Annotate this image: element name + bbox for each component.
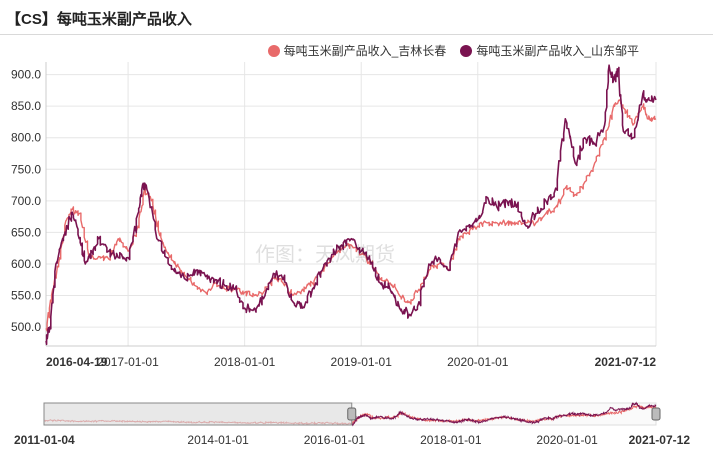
legend-label-jilin: 每吨玉米副产品收入_吉林长春	[283, 44, 447, 58]
legend-item-jilin[interactable]: 每吨玉米副产品收入_吉林长春	[267, 42, 447, 59]
legend-label-shandong: 每吨玉米副产品收入_山东邹平	[476, 44, 639, 58]
x-tick-label: 2017-01-01	[97, 355, 159, 369]
x-tick-label: 2020-01-01	[447, 355, 509, 369]
navigator-tick-label: 2020-01-01	[536, 433, 598, 447]
legend-item-shandong[interactable]: 每吨玉米副产品收入_山东邹平	[460, 42, 639, 59]
navigator-tick-label: 2021-07-12	[629, 433, 691, 447]
series-line-shandong	[45, 64, 657, 346]
y-tick-label: 500.0	[11, 320, 41, 334]
navigator-tick-label: 2016-01-01	[304, 433, 366, 447]
chart-title: 【CS】每吨玉米副产品收入	[6, 11, 192, 28]
y-tick-label: 850.0	[11, 99, 41, 113]
legend-dot-jilin	[267, 44, 280, 57]
navigator-tick-label: 2011-01-04	[14, 433, 75, 447]
y-tick-label: 650.0	[11, 225, 41, 239]
y-tick-label: 700.0	[11, 194, 41, 208]
navigator-history-line	[43, 418, 352, 426]
title-divider	[0, 34, 713, 35]
watermark: 作图：天风期货	[255, 244, 395, 266]
x-tick-label: 2021-07-12	[595, 355, 657, 369]
navigator-handle-left[interactable]	[347, 407, 357, 421]
x-tick-label: 2019-01-01	[331, 355, 393, 369]
navigator-tick-label: 2018-01-01	[420, 433, 482, 447]
y-tick-label: 550.0	[11, 289, 41, 303]
legend-dot-shandong	[460, 44, 473, 57]
navigator-unselected-mask	[43, 402, 353, 426]
y-tick-label: 750.0	[11, 162, 41, 176]
y-tick-label: 800.0	[11, 131, 41, 145]
navigator-tick-label: 2014-01-01	[187, 433, 249, 447]
legend: 每吨玉米副产品收入_吉林长春 每吨玉米副产品收入_山东邹平	[254, 42, 639, 59]
navigator-handle-right[interactable]	[651, 407, 661, 421]
navigator-line-shandong	[351, 401, 657, 427]
y-tick-label: 900.0	[11, 68, 41, 82]
y-tick-label: 600.0	[11, 257, 41, 271]
x-tick-label: 2018-01-01	[214, 355, 276, 369]
x-tick-label: 2016-04-19	[46, 355, 108, 369]
